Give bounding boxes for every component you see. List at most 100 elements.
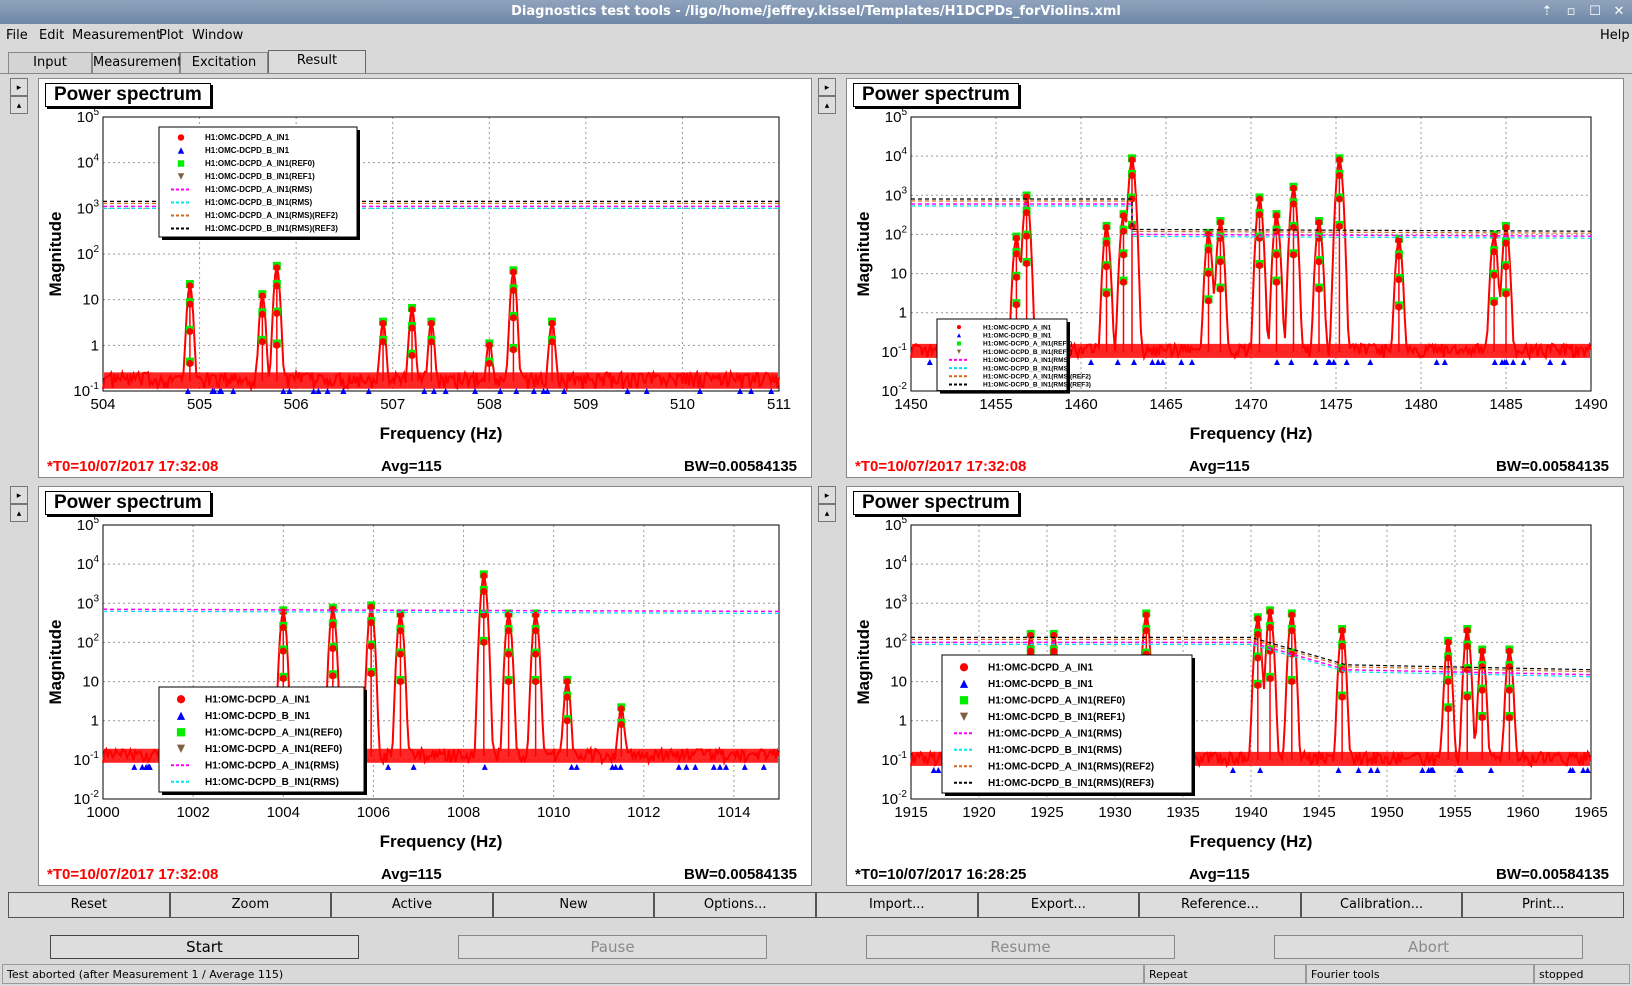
series-a-marker [279, 624, 287, 632]
x-tick-label: 1460 [1064, 396, 1097, 413]
series-b-marker [1312, 359, 1319, 366]
series-a-marker [505, 650, 513, 658]
x-tick-label: 1465 [1149, 396, 1182, 413]
series-b-marker [1229, 767, 1236, 774]
series-a-marker [408, 306, 416, 314]
spectrum-plot: 1450 1455 1460 1465 1470 1475 1480 1485 14901051… [854, 107, 1608, 443]
bw-label: BW=0.00584135 [1496, 458, 1609, 475]
window-shade-icon[interactable]: ⇡ [1541, 4, 1553, 19]
y-tick-exponent: 2 [93, 632, 99, 643]
abort-button[interactable]: Abort [1274, 935, 1583, 959]
y-tick-exponent: 5 [901, 107, 907, 118]
series-b-marker [617, 763, 624, 770]
menu-help[interactable]: Help [1600, 28, 1630, 43]
series-a-marker [1315, 234, 1323, 242]
series-a-marker [1490, 248, 1498, 256]
tab-result[interactable]: Result [268, 50, 366, 74]
bw-label: BW=0.00584135 [1496, 866, 1609, 883]
series-a-marker [1288, 627, 1296, 635]
menu-window[interactable]: Window [192, 28, 244, 43]
series-a-marker [480, 638, 488, 646]
x-tick-label: 1925 [1030, 804, 1063, 821]
window-maximize-icon[interactable]: ☐ [1589, 4, 1601, 19]
x-axis-label: Frequency (Hz) [380, 424, 503, 443]
y-tick-label: 10-1 [881, 750, 907, 769]
reference-button[interactable]: Reference... [1139, 892, 1301, 918]
pause-button[interactable]: Pause [458, 935, 767, 959]
series-a-marker [427, 320, 435, 328]
series-a-marker [480, 572, 488, 580]
series-a-marker [329, 672, 337, 680]
legend-entry: H1:OMC-DCPD_B_IN1(RMS)(REF3) [205, 224, 338, 233]
series-a-marker [258, 292, 266, 300]
window-close-icon[interactable]: ✕ [1613, 4, 1625, 19]
export-button[interactable]: Export... [977, 892, 1140, 918]
panel-expand-button[interactable]: ▸ [818, 486, 836, 504]
window-minimize-icon[interactable]: ▫ [1566, 4, 1576, 19]
calibration-button[interactable]: Calibration... [1300, 892, 1463, 918]
series-a-marker [548, 320, 556, 328]
series-a-marker [1142, 627, 1150, 635]
tab-excitation[interactable]: Excitation [180, 52, 268, 73]
series-a-marker [480, 588, 488, 596]
plot-canvas[interactable]: Power spectrum 1915 1920 1925 1930 1935 1940 19… [846, 486, 1624, 886]
series-a-marker [1444, 678, 1452, 686]
panel-collapse-button[interactable]: ▴ [818, 504, 836, 522]
plot-canvas[interactable]: Power spectrum 504 505 506 507 508 509 510 511 10… [38, 78, 812, 478]
series-b-marker [1425, 767, 1432, 774]
series-b-marker [146, 763, 153, 770]
series-b-marker [1580, 767, 1587, 774]
series-b-marker [768, 388, 775, 394]
legend-marker [959, 696, 969, 705]
series-b-marker [1510, 359, 1517, 366]
menu-plot[interactable]: Plot [159, 28, 184, 43]
plot-title: Power spectrum [45, 83, 211, 107]
y-axis-label: Magnitude [854, 620, 873, 705]
plot-button-row: Reset Zoom Active New Options... Import.… [8, 892, 1624, 918]
y-tick-label: 102 [885, 224, 908, 243]
spectrum-plot: 1000 1002 1004 1006 1008 1010 1012 101410510410… [46, 515, 780, 851]
panel-collapse-button[interactable]: ▴ [10, 96, 28, 114]
rms-trace-b [102, 610, 780, 614]
plot-canvas[interactable]: Power spectrum 1000 1002 1004 1006 1008 1010 10… [38, 486, 812, 886]
menu-edit[interactable]: Edit [39, 28, 65, 43]
y-tick-exponent: 5 [93, 515, 99, 526]
series-a-marker [1012, 273, 1020, 281]
series-a-marker [1490, 299, 1498, 307]
x-tick-label: 1014 [717, 804, 750, 821]
import-button[interactable]: Import... [815, 892, 978, 918]
tab-measurement[interactable]: Measurement [92, 52, 182, 73]
rms-trace-b [911, 643, 1592, 678]
options-button[interactable]: Options... [654, 892, 816, 918]
print-button[interactable]: Print... [1462, 892, 1624, 918]
series-a-marker [1120, 212, 1127, 220]
legend-entry: H1:OMC-DCPD_A_IN1(RMS)(REF2) [988, 762, 1154, 773]
panel-expand-button[interactable]: ▸ [10, 486, 28, 504]
panel-expand-button[interactable]: ▸ [818, 78, 836, 96]
resume-button[interactable]: Resume [866, 935, 1175, 959]
plot-canvas[interactable]: Power spectrum 1450 1455 1460 1465 1470 1475 14… [846, 78, 1624, 478]
series-a-marker [532, 627, 540, 635]
series-b-marker [1456, 767, 1463, 774]
panel-collapse-button[interactable]: ▴ [818, 96, 836, 114]
menu-file[interactable]: File [6, 28, 28, 43]
avg-label: Avg=115 [381, 458, 442, 475]
zoom-button[interactable]: Zoom [169, 892, 332, 918]
series-a-marker [505, 627, 513, 635]
reset-button[interactable]: Reset [8, 892, 170, 918]
panel-collapse-button[interactable]: ▴ [10, 504, 28, 522]
series-a-marker [273, 264, 281, 272]
legend-entry: H1:OMC-DCPD_B_IN1(RMS) [205, 777, 339, 788]
series-b-marker [1441, 359, 1448, 366]
tab-input[interactable]: Input [8, 52, 92, 73]
new-button[interactable]: New [492, 892, 655, 918]
series-a-marker [367, 619, 375, 627]
menu-measurement[interactable]: Measurement [72, 28, 162, 43]
series-a-marker [548, 338, 556, 346]
start-button[interactable]: Start [50, 935, 359, 959]
series-a-marker [1128, 172, 1136, 180]
plot-frame [910, 524, 1592, 800]
panel-expand-button[interactable]: ▸ [10, 78, 28, 96]
series-a-marker [379, 338, 387, 346]
active-button[interactable]: Active [331, 892, 493, 918]
